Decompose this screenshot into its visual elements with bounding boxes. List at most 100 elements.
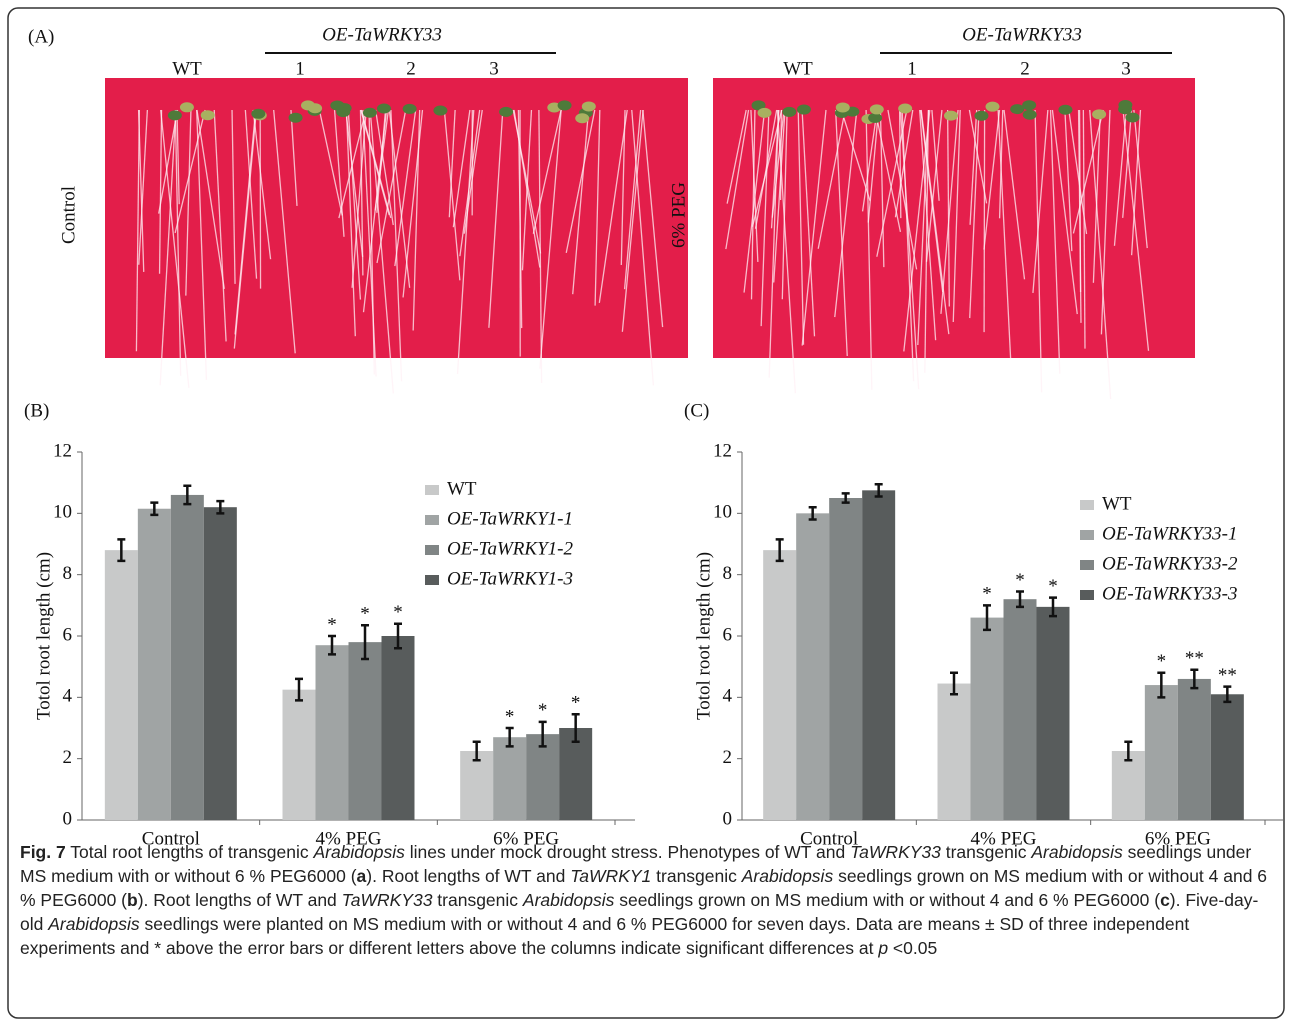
photo-label: WT [783,58,813,79]
significance: * [1157,651,1167,672]
bar [203,507,237,820]
root [532,109,562,234]
significance: * [360,604,370,625]
bar [1111,751,1145,820]
seedling [362,107,377,118]
root [743,109,766,293]
x-tick-label: 4% PEG [971,828,1037,849]
y-axis-label: Totol root length (cm) [33,552,54,720]
root [376,109,407,264]
root [776,109,797,394]
root [1089,109,1112,400]
error-bar [150,501,159,517]
caption-text: seedlings grown on MS medium with or wit… [614,890,1161,910]
error-bar [808,505,817,521]
seedling [1058,104,1073,115]
y-tick-label: 8 [63,563,73,584]
root [333,109,345,237]
error-bar [328,634,336,656]
panel-label: (A) [28,26,54,47]
error-bar [183,484,192,506]
root [160,109,190,388]
root [1092,109,1102,283]
error-bar [841,492,850,504]
seedling [782,106,797,117]
root [347,109,362,300]
y-axis-label: Totol root length (cm) [693,552,714,720]
error-bar [1049,596,1057,618]
legend-swatch [1080,590,1094,600]
caption-text: Arabidopsis [522,890,615,910]
root [983,109,986,333]
error-bar [295,677,303,702]
root [158,109,163,274]
root [801,109,816,337]
bar [137,508,171,820]
root [443,109,461,281]
seedling [757,107,772,118]
root [952,109,961,323]
root [1051,109,1078,315]
root [390,109,403,382]
caption-text: TaWRKY1 [570,866,652,886]
root [771,109,785,218]
caption-text: ). Five-day-old [20,890,1259,934]
root [779,109,783,201]
root [185,109,192,296]
root [565,109,596,254]
root [1082,109,1086,349]
caption-text: b [127,890,138,910]
seedling [1010,104,1025,115]
root [231,109,236,284]
condition-label: 6% PEG [668,182,689,248]
bar [460,751,494,820]
bar [170,494,204,820]
caption-text: Total root lengths of transgenic [65,842,314,862]
caption-text: transgenic [940,842,1032,862]
root [726,109,747,204]
bar [1036,606,1070,820]
caption-text: seedlings under MS medium with or withou… [20,842,1252,886]
x-tick-label: Control [142,828,200,849]
legend-label: WT [447,478,477,499]
seedling [1022,109,1037,120]
legend-label: OE-TaWRKY33-3 [1102,583,1237,604]
bar [829,498,863,820]
root [598,109,628,303]
legend-swatch [1080,530,1094,540]
seedling [796,104,811,115]
root [1133,109,1148,249]
root [252,109,272,260]
error-bar [1157,671,1166,699]
root [174,109,206,234]
x-tick-label: 6% PEG [493,828,559,849]
seedling [179,102,194,113]
root [1113,109,1128,246]
bar [1177,678,1211,820]
error-bar [216,499,225,515]
root [138,109,149,265]
caption-text: Arabidopsis [741,866,834,886]
bar [493,737,527,820]
error-bar [394,622,402,650]
bar [862,490,896,820]
significance: * [1015,570,1025,591]
root [834,109,848,357]
caption-text: transgenic [651,866,742,886]
bar [937,683,971,820]
photo-label: 3 [489,58,499,79]
root [623,109,642,290]
root [394,109,417,267]
seedling [377,103,392,114]
root [969,109,978,225]
root [456,109,475,374]
root [1034,109,1043,393]
root [781,109,788,300]
seedling [868,112,883,123]
root [750,109,756,300]
bar [526,734,560,820]
significance: * [571,693,581,714]
bar [970,617,1004,820]
seedling [751,100,766,111]
legend-label: OE-TaWRKY1-3 [447,568,573,589]
